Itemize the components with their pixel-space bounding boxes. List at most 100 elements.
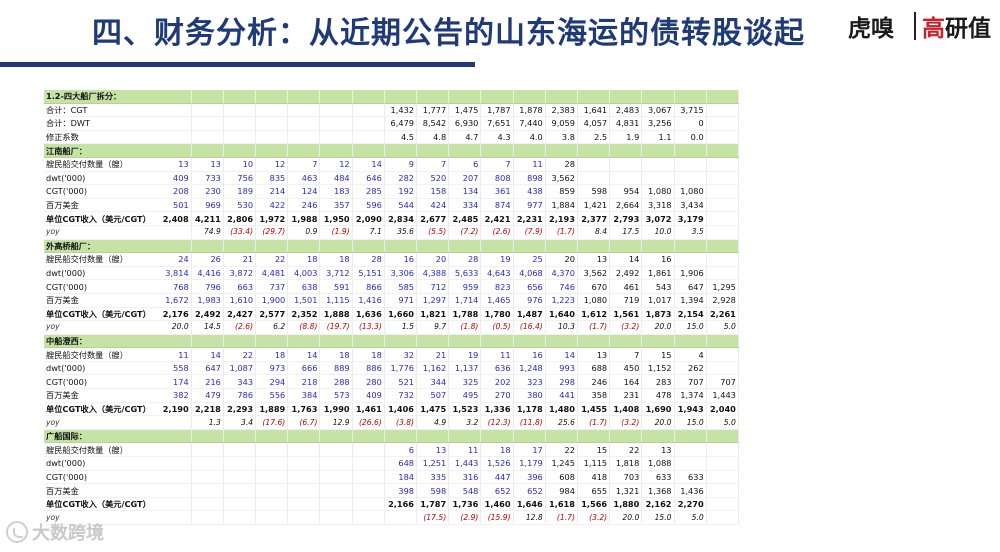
table-cell xyxy=(609,171,643,186)
table-cell: 756 xyxy=(223,171,257,186)
table-cell: 655 xyxy=(577,483,611,498)
table-row: dwt('000) 648 1,251 1,443 1,526 1,179 1,245 1,1… xyxy=(44,456,739,471)
table-cell xyxy=(191,130,224,145)
table-cell: (15.9) xyxy=(480,510,514,525)
table-cell: 1,610 xyxy=(223,293,257,308)
table-cell: 18 xyxy=(255,347,289,362)
table-cell xyxy=(255,442,289,458)
table-cell: 9.7 xyxy=(416,320,450,335)
table-cell: 1,115 xyxy=(577,456,611,471)
table-cell: 3.4 xyxy=(223,415,257,430)
table-cell: 24 xyxy=(159,252,192,267)
table-cell: 1,636 xyxy=(352,307,385,322)
table-cell xyxy=(480,334,514,349)
table-row: CGT('000) 208 230 189 214 124 183 285 192 158 134 3… xyxy=(44,184,739,199)
table-cell xyxy=(706,470,739,485)
table-cell: 74.9 xyxy=(191,225,224,240)
table-cell: 22 xyxy=(609,442,643,458)
table-cell: 6 xyxy=(448,157,482,172)
table-cell: 1,950 xyxy=(319,211,353,226)
table-cell xyxy=(223,510,257,525)
table-cell: 1,465 xyxy=(480,293,514,308)
table-cell: 808 xyxy=(480,171,514,186)
table-cell xyxy=(674,143,707,158)
table-cell: 1,501 xyxy=(287,293,321,308)
row-label: 百万美金 xyxy=(44,483,159,498)
table-cell: 270 xyxy=(480,388,514,403)
table-cell: 12 xyxy=(255,157,289,172)
table-cell: (3.2) xyxy=(577,510,611,525)
table-cell: 231 xyxy=(609,388,643,403)
table-cell: 8.4 xyxy=(577,225,611,240)
table-cell: 1,777 xyxy=(416,103,450,118)
table-cell: 478 xyxy=(641,388,675,403)
table-cell: 1,408 xyxy=(609,402,643,417)
table-cell xyxy=(641,171,675,186)
table-cell xyxy=(255,456,289,471)
table-cell: 5.0 xyxy=(706,320,739,335)
table-cell: 1,787 xyxy=(416,497,450,512)
table-cell: 1,776 xyxy=(384,361,418,376)
table-cell: 17.5 xyxy=(609,225,643,240)
table-cell: 3,318 xyxy=(641,198,675,213)
table-cell: 2,352 xyxy=(287,307,321,322)
table-cell: 13 xyxy=(577,252,611,267)
table-cell: 495 xyxy=(448,388,482,403)
table-cell xyxy=(641,334,675,349)
table-cell: 230 xyxy=(191,184,224,199)
table-cell: (12.3) xyxy=(480,415,514,430)
table-cell xyxy=(287,239,321,254)
huxiu-logo-text: 虎嗅 xyxy=(848,15,894,42)
table-cell: 1,612 xyxy=(577,307,611,322)
table-cell: 1,873 xyxy=(641,307,675,322)
row-label: 艘民船交付数量（艘） xyxy=(44,157,159,172)
table-cell xyxy=(641,157,675,172)
table-cell: 969 xyxy=(191,198,224,213)
table-cell: 2,193 xyxy=(545,211,578,226)
table-cell: 1,321 xyxy=(609,483,643,498)
table-cell: 450 xyxy=(609,361,643,376)
table-cell: 1,787 xyxy=(480,103,514,118)
table-cell: 20 xyxy=(416,252,450,267)
table-cell: 6.2 xyxy=(255,320,289,335)
table-cell: 11 xyxy=(513,157,546,172)
table-cell: 4,057 xyxy=(577,116,611,131)
table-cell xyxy=(159,510,192,525)
table-cell xyxy=(706,456,739,471)
section-title: 中船澄西： xyxy=(44,334,159,349)
table-cell: 22 xyxy=(255,252,289,267)
table-cell: 282 xyxy=(384,171,418,186)
table-cell: 3.8 xyxy=(545,130,578,145)
table-cell xyxy=(319,510,353,525)
row-label: 单位CGT收入（美元/CGT） xyxy=(44,497,159,512)
table-cell xyxy=(159,116,192,131)
table-cell: 280 xyxy=(352,374,385,390)
table-cell xyxy=(191,143,224,158)
table-cell: 1,884 xyxy=(545,198,578,213)
table-cell: 1.3 xyxy=(191,415,224,430)
watermark-text: 大数跨境 xyxy=(32,523,104,544)
table-cell xyxy=(448,143,482,158)
row-label: 单位CGT收入（美元/CGT） xyxy=(44,402,159,417)
table-cell: 633 xyxy=(674,470,707,485)
table-row: 单位CGT收入（美元/CGT） 2,176 2,492 2,427 2,577 2,352… xyxy=(44,307,739,322)
table-cell xyxy=(545,429,578,444)
table-cell: 183 xyxy=(319,184,353,199)
table-row: dwt('000) 409 733 756 835 463 484 646 282 520 207 8… xyxy=(44,171,739,186)
table-cell xyxy=(319,103,353,118)
table-cell: 3.2 xyxy=(448,415,482,430)
table-row: 单位CGT收入（美元/CGT） 2,408 4,211 2,806 1,972 1,988… xyxy=(44,211,739,226)
table-cell xyxy=(674,239,707,254)
table-cell xyxy=(706,184,739,199)
table-cell: 7 xyxy=(609,347,643,362)
table-cell: 10.0 xyxy=(641,225,675,240)
table-cell: 3,306 xyxy=(384,266,418,281)
row-label: dwt('000) xyxy=(44,171,159,186)
table-cell xyxy=(641,90,675,104)
row-label: 艘民船交付数量（艘） xyxy=(44,252,159,267)
table-cell: 25.6 xyxy=(545,415,578,430)
table-cell xyxy=(159,225,192,240)
table-cell xyxy=(545,143,578,158)
table-cell: 2,270 xyxy=(674,497,707,512)
table-cell: 1,763 xyxy=(287,402,321,417)
